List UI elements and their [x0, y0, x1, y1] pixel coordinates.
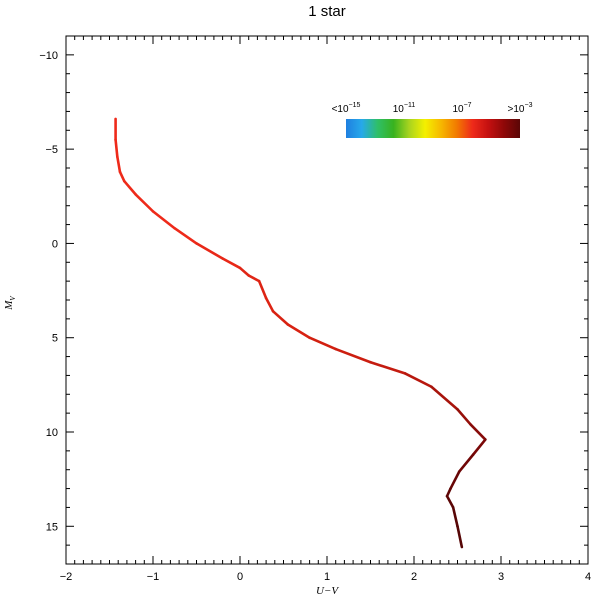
series-segment: [118, 170, 126, 183]
series-segment: [471, 438, 487, 456]
y-axis-label-main: M: [3, 300, 15, 311]
series-segment: [134, 193, 155, 213]
y-tick-label: 15: [46, 521, 58, 533]
series-segment: [456, 524, 464, 549]
y-tick-label: 0: [52, 238, 58, 250]
x-tick-label: −2: [60, 571, 73, 583]
series-segment: [469, 423, 487, 441]
series-segment: [238, 266, 250, 277]
colorbar-label: >10−3: [508, 102, 533, 115]
x-axis-label: U−V: [316, 585, 339, 597]
series-segment: [122, 179, 137, 196]
y-tick-label: −5: [45, 144, 58, 156]
x-tick-label: 1: [324, 571, 330, 583]
colorbar: [346, 119, 520, 138]
y-tick-label: 5: [52, 333, 58, 345]
y-axis-label: MV: [3, 296, 17, 311]
series-segment: [116, 155, 122, 174]
x-tick-label: −1: [147, 571, 160, 583]
series-segment: [247, 274, 261, 283]
colorbar-label: 10−11: [393, 102, 416, 115]
series-segment: [456, 408, 472, 426]
colorbar-label: <10−15: [332, 102, 361, 115]
y-axis-label-subscript: V: [9, 296, 17, 301]
chart-title: 1 star: [308, 3, 346, 20]
series-segment: [308, 336, 338, 351]
series-segment: [334, 347, 372, 364]
series-segment: [445, 487, 452, 498]
plot-frame: [65, 35, 589, 565]
x-tick-label: 3: [498, 571, 504, 583]
series-segment: [257, 279, 268, 300]
series-segment: [151, 210, 177, 230]
x-tick-label: 0: [237, 571, 243, 583]
series-segment: [457, 453, 475, 473]
series-segment: [449, 470, 461, 490]
y-tick-label: −10: [39, 50, 58, 62]
series-segment: [114, 138, 119, 158]
series-segment: [286, 323, 311, 340]
x-tick-label: 4: [585, 571, 591, 583]
series-segment: [445, 494, 455, 509]
series-layer: [114, 117, 487, 549]
series-segment: [264, 296, 275, 313]
series-segment: [271, 310, 290, 326]
colorbar-label: 10−7: [452, 102, 471, 115]
colorbar-labels: <10−15 10−11 10−7 >10−3: [332, 102, 533, 115]
series-segment: [403, 372, 433, 389]
series-segment: [430, 385, 459, 411]
x-tick-label: 2: [411, 571, 417, 583]
y-tick-label: 10: [46, 427, 58, 439]
series-segment: [173, 227, 198, 245]
series-segment: [195, 242, 224, 260]
series-segment: [451, 506, 459, 528]
series-segment: [221, 257, 242, 270]
series-segment: [369, 360, 407, 375]
